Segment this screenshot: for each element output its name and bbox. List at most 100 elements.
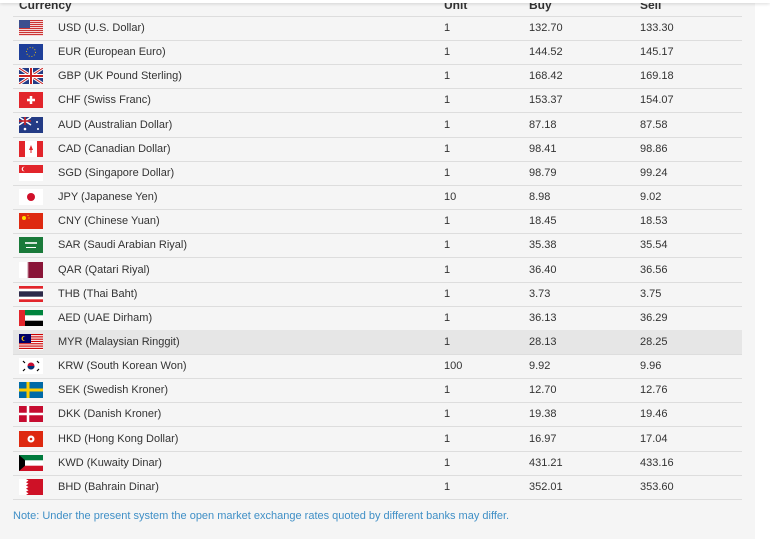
table-row: AUD (Australian Dollar) 1 87.18 87.58 xyxy=(13,113,742,138)
buy-rate: 36.40 xyxy=(529,263,557,276)
sell-rate: 145.17 xyxy=(640,46,674,59)
buy-rate: 87.18 xyxy=(529,118,557,131)
table-row: QAR (Qatari Riyal) 1 36.40 36.56 xyxy=(13,258,742,283)
sell-rate: 99.24 xyxy=(640,166,668,179)
header-unit: Unit xyxy=(444,0,468,12)
se-flag-icon xyxy=(19,382,43,399)
sell-rate: 98.86 xyxy=(640,142,668,155)
unit-value: 1 xyxy=(444,408,451,421)
buy-rate: 98.79 xyxy=(529,166,557,179)
sell-rate: 36.29 xyxy=(640,311,668,324)
table-row: SGD (Singapore Dollar) 1 98.79 99.24 xyxy=(13,161,742,186)
buy-rate: 3.73 xyxy=(529,287,551,300)
unit-value: 1 xyxy=(444,142,451,155)
currency-name: CHF (Swiss Franc) xyxy=(58,94,151,107)
table-row: DKK (Danish Kroner) 1 19.38 19.46 xyxy=(13,402,742,428)
sell-rate: 12.76 xyxy=(640,384,668,397)
table-row: SEK (Swedish Kroner) 1 12.70 12.76 xyxy=(13,378,742,404)
table-header: Currency Unit Buy Sell xyxy=(13,0,742,17)
currency-name: GBP (UK Pound Sterling) xyxy=(58,70,182,83)
uk-flag-icon xyxy=(19,68,43,85)
currency-name: DKK (Danish Kroner) xyxy=(58,408,162,421)
sell-rate: 433.16 xyxy=(640,456,674,469)
table-row: KRW (South Korean Won) 100 9.92 9.96 xyxy=(13,354,742,380)
table-row: MYR (Malaysian Ringgit) 1 28.13 28.25 xyxy=(13,329,742,355)
ca-flag-icon xyxy=(19,140,43,157)
currency-name: SEK (Swedish Kroner) xyxy=(58,384,169,397)
table-row: CAD (Canadian Dollar) 1 98.41 98.86 xyxy=(13,137,742,162)
unit-value: 1 xyxy=(444,384,451,397)
sell-rate: 87.58 xyxy=(640,118,668,131)
buy-rate: 16.97 xyxy=(529,432,557,445)
header-currency: Currency xyxy=(19,0,72,12)
table-row: HKD (Hong Kong Dollar) 1 16.97 17.04 xyxy=(13,427,742,452)
currency-name: USD (U.S. Dollar) xyxy=(58,22,145,34)
unit-value: 1 xyxy=(444,432,451,445)
table-row: USD (U.S. Dollar) 1 132.70 133.30 xyxy=(13,16,742,41)
unit-value: 1 xyxy=(444,70,451,83)
eu-flag-icon xyxy=(19,44,43,61)
buy-rate: 28.13 xyxy=(529,335,557,348)
sg-flag-icon xyxy=(19,164,43,181)
currency-name: CNY (Chinese Yuan) xyxy=(58,215,160,228)
buy-rate: 98.41 xyxy=(529,142,557,155)
currency-name: KRW (South Korean Won) xyxy=(58,360,187,373)
sell-rate: 17.04 xyxy=(640,432,668,445)
currency-name: JPY (Japanese Yen) xyxy=(58,191,158,204)
au-flag-icon xyxy=(19,116,43,133)
sell-rate: 133.30 xyxy=(640,22,674,34)
sell-rate: 19.46 xyxy=(640,408,668,421)
unit-value: 1 xyxy=(444,94,451,107)
sell-rate: 353.60 xyxy=(640,480,674,493)
header-buy: Buy xyxy=(529,0,552,12)
currency-name: SGD (Singapore Dollar) xyxy=(58,166,175,179)
unit-value: 1 xyxy=(444,335,451,348)
ae-flag-icon xyxy=(19,309,43,326)
unit-value: 10 xyxy=(444,191,457,204)
unit-value: 1 xyxy=(444,480,451,493)
sell-rate: 35.54 xyxy=(640,239,668,252)
my-flag-icon xyxy=(19,333,43,350)
sell-rate: 169.18 xyxy=(640,70,674,83)
sell-rate: 9.02 xyxy=(640,191,662,204)
qa-flag-icon xyxy=(19,261,43,278)
buy-rate: 431.21 xyxy=(529,456,563,469)
currency-name: CAD (Canadian Dollar) xyxy=(58,142,171,155)
sell-rate: 28.25 xyxy=(640,335,668,348)
table-row: THB (Thai Baht) 1 3.73 3.75 xyxy=(13,282,742,307)
sell-rate: 18.53 xyxy=(640,215,668,228)
sell-rate: 154.07 xyxy=(640,94,674,107)
currency-name: EUR (European Euro) xyxy=(58,46,166,59)
table-row: KWD (Kuwaity Dinar) 1 431.21 433.16 xyxy=(13,451,742,476)
table-row: AED (UAE Dirham) 1 36.13 36.29 xyxy=(13,306,742,331)
unit-value: 1 xyxy=(444,215,451,228)
ch-flag-icon xyxy=(19,92,43,109)
bh-flag-icon xyxy=(19,478,43,495)
buy-rate: 153.37 xyxy=(529,94,563,107)
currency-name: MYR (Malaysian Ringgit) xyxy=(58,335,180,348)
currency-name: QAR (Qatari Riyal) xyxy=(58,263,150,276)
th-flag-icon xyxy=(19,285,43,302)
table-row: BHD (Bahrain Dinar) 1 352.01 353.60 xyxy=(13,475,742,500)
kw-flag-icon xyxy=(19,454,43,471)
buy-rate: 132.70 xyxy=(529,22,563,34)
unit-value: 1 xyxy=(444,46,451,59)
currency-name: AED (UAE Dirham) xyxy=(58,311,153,324)
unit-value: 1 xyxy=(444,311,451,324)
cn-flag-icon xyxy=(19,213,43,230)
buy-rate: 8.98 xyxy=(529,191,551,204)
unit-value: 1 xyxy=(444,263,451,276)
dk-flag-icon xyxy=(19,406,43,423)
sell-rate: 3.75 xyxy=(640,287,662,300)
buy-rate: 35.38 xyxy=(529,239,557,252)
table-row: JPY (Japanese Yen) 10 8.98 9.02 xyxy=(13,185,742,211)
currency-name: SAR (Saudi Arabian Riyal) xyxy=(58,239,188,252)
table-row: SAR (Saudi Arabian Riyal) 1 35.38 35.54 xyxy=(13,233,742,259)
unit-value: 1 xyxy=(444,166,451,179)
currency-name: BHD (Bahrain Dinar) xyxy=(58,480,159,493)
buy-rate: 9.92 xyxy=(529,360,551,373)
jp-flag-icon xyxy=(19,189,43,206)
buy-rate: 12.70 xyxy=(529,384,557,397)
buy-rate: 19.38 xyxy=(529,408,557,421)
